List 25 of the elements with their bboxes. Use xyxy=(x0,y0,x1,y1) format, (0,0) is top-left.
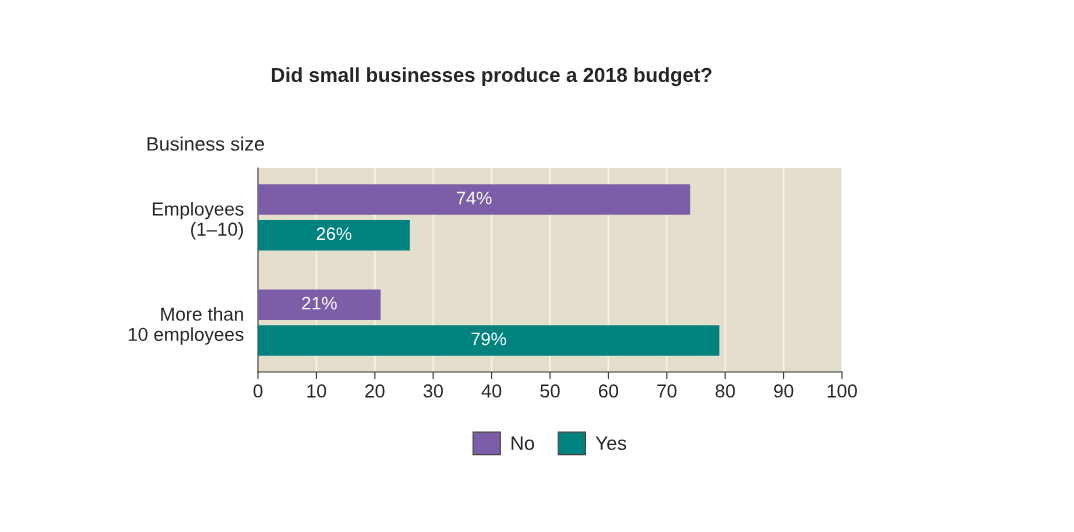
y-axis-title: Business size xyxy=(147,136,265,151)
x-tick-label: 10 xyxy=(307,384,327,398)
x-tick-label: 30 xyxy=(423,384,443,398)
legend-label: No xyxy=(511,436,535,451)
bar xyxy=(258,289,381,320)
x-tick-label: 60 xyxy=(598,384,619,398)
bar xyxy=(258,184,691,215)
x-tick-label: 40 xyxy=(481,384,502,398)
x-tick-label: 100 xyxy=(827,384,857,398)
x-tick-label: 20 xyxy=(365,384,385,398)
x-tick-label: 50 xyxy=(540,384,560,398)
x-tick-label: 0 xyxy=(253,384,263,398)
y-tick-label: More than 10 employees xyxy=(128,307,244,345)
x-tick-label: 80 xyxy=(715,384,735,398)
bar xyxy=(258,220,410,251)
data-label: 79% xyxy=(471,332,507,346)
data-label: 26% xyxy=(316,227,352,241)
chart-title: Did small businesses produce a 2018 budget? xyxy=(271,67,712,87)
data-label: 74% xyxy=(456,191,492,205)
bar xyxy=(258,325,720,356)
x-tick-label: 90 xyxy=(774,384,794,398)
y-tick-label: Employees (1–10) xyxy=(152,201,244,240)
data-label: 21% xyxy=(302,296,337,310)
x-tick-label: 70 xyxy=(657,384,677,398)
legend-label: Yes xyxy=(595,436,627,451)
